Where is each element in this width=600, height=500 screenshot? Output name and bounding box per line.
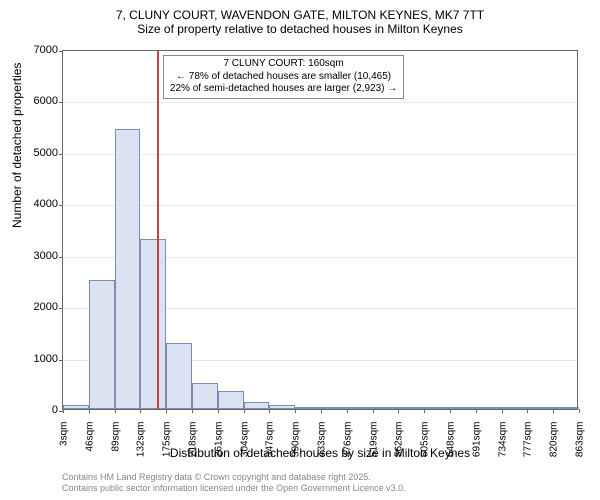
- histogram-bar: [450, 407, 476, 409]
- footer-line2: Contains public sector information licen…: [62, 483, 406, 494]
- y-tick-label: 1000: [34, 353, 58, 365]
- histogram-bar: [140, 239, 166, 409]
- histogram-bar: [192, 383, 218, 409]
- annotation-line2: 22% of semi-detached houses are larger (…: [170, 83, 397, 96]
- x-axis-label: Distribution of detached houses by size …: [62, 446, 578, 460]
- histogram-bar: [527, 407, 553, 409]
- histogram-bar: [295, 407, 321, 409]
- annotation-box: 7 CLUNY COURT: 160sqm ← 78% of detached …: [163, 55, 404, 99]
- histogram-bar: [269, 405, 295, 409]
- chart-footer: Contains HM Land Registry data © Crown c…: [62, 472, 406, 494]
- histogram-bar: [373, 407, 399, 409]
- histogram-bar: [347, 407, 373, 409]
- histogram-bar: [218, 391, 244, 409]
- chart-title-line2: Size of property relative to detached ho…: [0, 22, 600, 36]
- histogram-bar: [502, 407, 528, 409]
- histogram-bar: [63, 405, 89, 409]
- footer-line1: Contains HM Land Registry data © Crown c…: [62, 472, 406, 483]
- property-size-chart: 7, CLUNY COURT, WAVENDON GATE, MILTON KE…: [0, 8, 600, 500]
- y-tick-label: 2000: [34, 301, 58, 313]
- annotation-title: 7 CLUNY COURT: 160sqm: [170, 58, 397, 71]
- histogram-bar: [244, 402, 270, 409]
- histogram-bar: [89, 280, 115, 409]
- histogram-bar: [166, 343, 192, 409]
- y-axis-label: Number of detached properties: [10, 63, 24, 228]
- y-tick-label: 3000: [34, 250, 58, 262]
- y-tick-label: 4000: [34, 198, 58, 210]
- chart-title-line1: 7, CLUNY COURT, WAVENDON GATE, MILTON KE…: [0, 8, 600, 22]
- annotation-line1: ← 78% of detached houses are smaller (10…: [170, 71, 397, 84]
- plot-area: 7 CLUNY COURT: 160sqm ← 78% of detached …: [62, 50, 578, 410]
- y-tick-label: 5000: [34, 147, 58, 159]
- property-marker-line: [157, 51, 159, 409]
- histogram-bar: [476, 407, 502, 409]
- histogram-bar: [321, 407, 347, 409]
- histogram-bar: [553, 407, 579, 409]
- histogram-bar: [398, 407, 424, 409]
- histogram-bar: [115, 129, 141, 409]
- histogram-bar: [424, 407, 450, 409]
- y-tick-label: 7000: [34, 44, 58, 56]
- y-tick-label: 6000: [34, 95, 58, 107]
- y-tick-label: 0: [52, 404, 58, 416]
